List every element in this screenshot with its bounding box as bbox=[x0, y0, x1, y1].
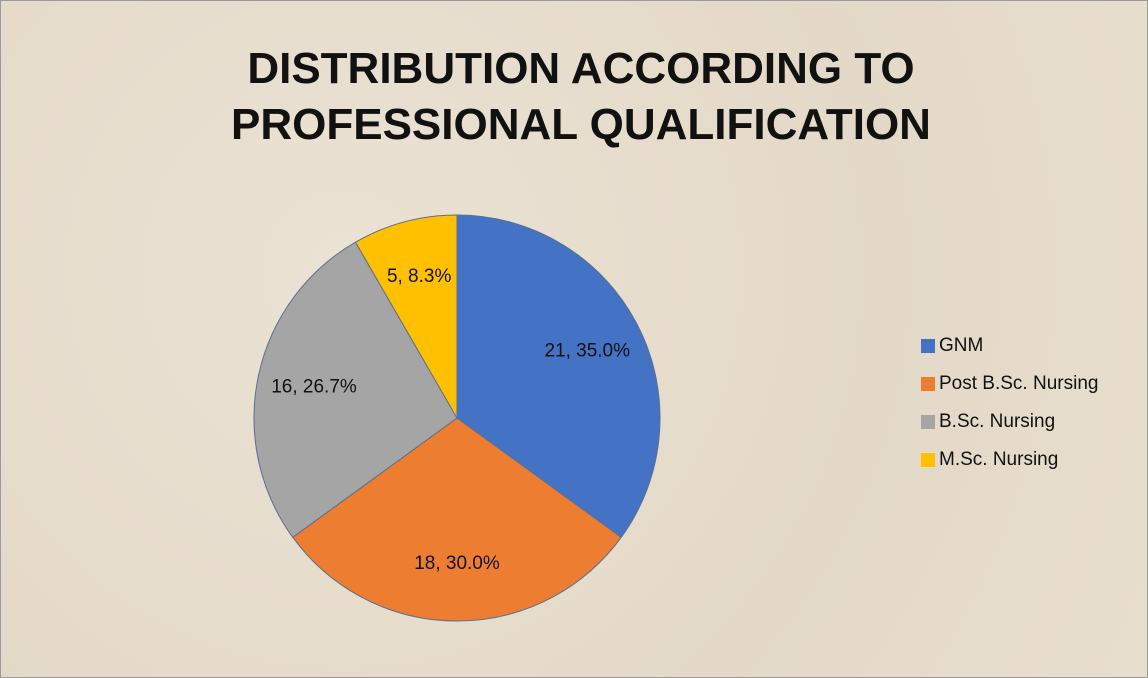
pie-slice bbox=[354, 214, 458, 420]
legend-swatch bbox=[921, 339, 935, 353]
legend-label: GNM bbox=[939, 335, 983, 356]
legend-swatch bbox=[921, 415, 935, 429]
data-label: 16, 26.7% bbox=[271, 377, 357, 398]
legend-label: Post B.Sc. Nursing bbox=[939, 373, 1098, 394]
pie-slice bbox=[292, 417, 622, 622]
legend-swatch bbox=[921, 377, 935, 391]
data-label: 18, 30.0% bbox=[414, 553, 500, 574]
data-label: 21, 35.0% bbox=[544, 341, 630, 362]
legend-label: M.Sc. Nursing bbox=[939, 449, 1058, 470]
data-label: 5, 8.3% bbox=[387, 266, 452, 287]
legend-label: B.Sc. Nursing bbox=[939, 411, 1055, 432]
pie-slice bbox=[253, 241, 458, 539]
pie-slice bbox=[456, 214, 661, 539]
legend-swatch bbox=[921, 453, 935, 467]
chart-title: DISTRIBUTION ACCORDING TO PROFESSIONAL Q… bbox=[231, 44, 931, 149]
